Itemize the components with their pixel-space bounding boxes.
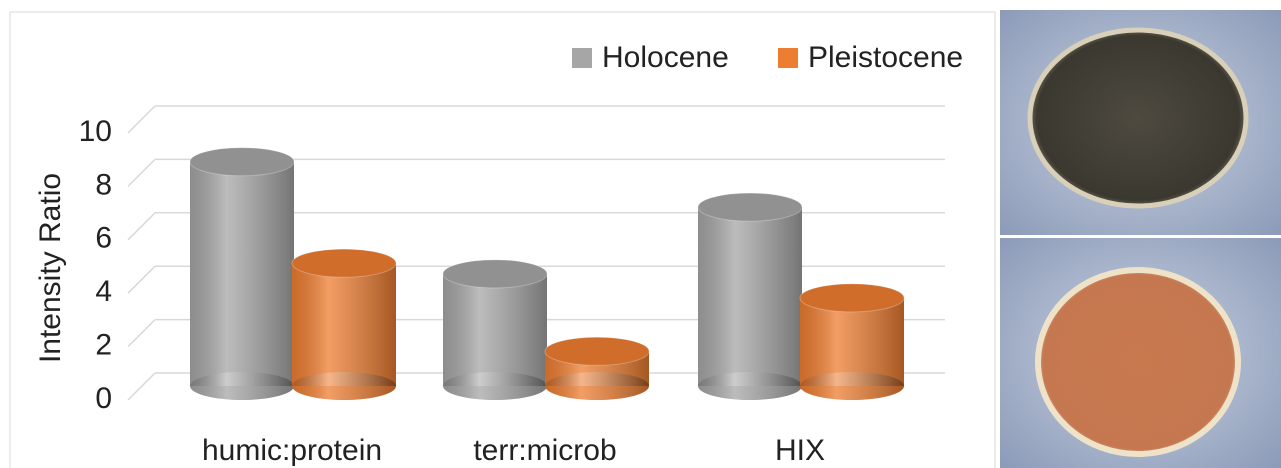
chart: Intensity Ratio 0 2 4 6 8 10 humic:protein terr…: [9, 11, 996, 468]
bar-shade: [190, 161, 294, 386]
bar-top: [291, 248, 397, 278]
y-tick-label: 2: [95, 329, 112, 362]
y-tick-label: 6: [95, 222, 112, 255]
bar-shade: [292, 263, 396, 386]
bar-top: [442, 259, 548, 289]
bar-top-shade: [292, 249, 396, 278]
y-tick-label: 4: [95, 275, 112, 308]
bar-top: [189, 147, 295, 177]
legend-label: Holocene: [602, 41, 729, 74]
filter-disc-dark: [1027, 27, 1249, 209]
filter-disc-orange: [1035, 267, 1241, 457]
grid-line: [127, 212, 156, 241]
x-tick-label: HIX: [775, 434, 825, 467]
legend-swatch: [572, 48, 592, 68]
bar-top-shade: [545, 337, 649, 366]
chart-frame: [9, 11, 996, 468]
bar-shade: [698, 207, 802, 386]
bar-top-shade: [443, 259, 547, 288]
legend-swatch: [778, 48, 798, 68]
photos: [1000, 10, 1281, 468]
bar-top: [544, 336, 650, 366]
y-axis-title: Intensity Ratio: [34, 173, 67, 363]
bar-top: [799, 283, 905, 313]
bar-top-shade: [800, 283, 904, 312]
bar-top: [697, 192, 803, 222]
bar-top-shade: [698, 193, 802, 222]
bar-shade: [800, 297, 904, 386]
grid-line: [127, 319, 156, 348]
grid-line: [127, 105, 156, 134]
x-tick-label: terr:microb: [473, 434, 616, 467]
grid-line: [127, 158, 156, 187]
bar-shade: [443, 273, 547, 386]
y-tick-label: 0: [95, 382, 112, 415]
x-tick-label: humic:protein: [202, 434, 382, 467]
y-tick-label: 8: [95, 168, 112, 201]
legend-label: Pleistocene: [808, 41, 963, 74]
grid-line: [127, 265, 156, 294]
y-tick-label: 10: [79, 115, 112, 148]
bar-top-shade: [190, 147, 294, 176]
grid-line: [127, 372, 156, 401]
